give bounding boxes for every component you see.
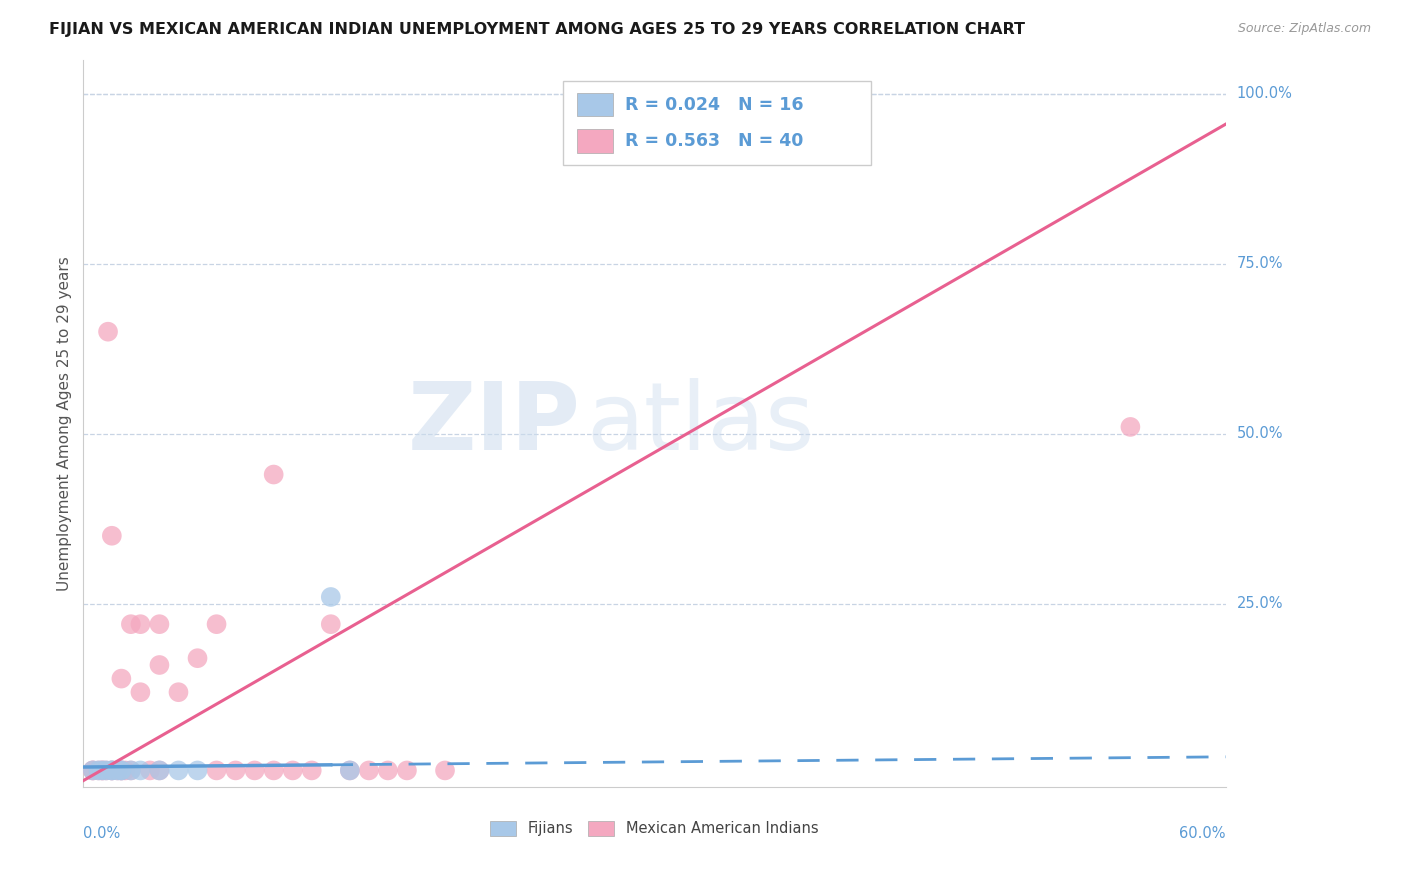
Point — [377, 764, 399, 778]
Point — [148, 764, 170, 778]
Point — [225, 764, 247, 778]
Text: R = 0.563   N = 40: R = 0.563 N = 40 — [624, 132, 803, 150]
Point — [339, 764, 361, 778]
Y-axis label: Unemployment Among Ages 25 to 29 years: Unemployment Among Ages 25 to 29 years — [58, 256, 72, 591]
Point — [101, 764, 124, 778]
Point — [301, 764, 323, 778]
Point — [434, 764, 457, 778]
Point — [120, 617, 142, 632]
Text: 25.0%: 25.0% — [1237, 596, 1284, 611]
Point — [91, 764, 114, 778]
Point — [114, 764, 136, 778]
Text: FIJIAN VS MEXICAN AMERICAN INDIAN UNEMPLOYMENT AMONG AGES 25 TO 29 YEARS CORRELA: FIJIAN VS MEXICAN AMERICAN INDIAN UNEMPL… — [49, 22, 1025, 37]
Point — [101, 529, 124, 543]
Point — [1119, 420, 1142, 434]
Point — [186, 651, 208, 665]
Point — [110, 672, 132, 686]
Point — [87, 764, 110, 778]
Point — [281, 764, 304, 778]
Point — [82, 764, 104, 778]
Point — [110, 764, 132, 778]
Point — [263, 764, 285, 778]
Text: 100.0%: 100.0% — [1237, 87, 1292, 101]
Point — [107, 764, 129, 778]
Point — [319, 590, 342, 604]
Point — [319, 617, 342, 632]
Point — [91, 764, 114, 778]
Point — [87, 764, 110, 778]
Legend: Fijians, Mexican American Indians: Fijians, Mexican American Indians — [484, 815, 824, 842]
Point — [167, 685, 190, 699]
Point — [120, 764, 142, 778]
Point — [148, 617, 170, 632]
Text: 0.0%: 0.0% — [83, 826, 121, 841]
Point — [120, 764, 142, 778]
Text: Source: ZipAtlas.com: Source: ZipAtlas.com — [1237, 22, 1371, 36]
Point — [395, 764, 418, 778]
Text: 50.0%: 50.0% — [1237, 426, 1284, 442]
Text: R = 0.024   N = 16: R = 0.024 N = 16 — [624, 95, 803, 113]
Point — [94, 764, 117, 778]
Bar — [576, 129, 613, 153]
Point — [110, 764, 132, 778]
Point — [97, 325, 120, 339]
Point — [101, 764, 124, 778]
Point — [94, 764, 117, 778]
Point — [263, 467, 285, 482]
Text: atlas: atlas — [586, 377, 814, 469]
Text: 60.0%: 60.0% — [1180, 826, 1226, 841]
Point — [357, 764, 380, 778]
Point — [101, 764, 124, 778]
Point — [167, 764, 190, 778]
Point — [139, 764, 162, 778]
Text: 75.0%: 75.0% — [1237, 256, 1284, 271]
Point — [110, 764, 132, 778]
Point — [110, 764, 132, 778]
Point — [129, 617, 152, 632]
Point — [101, 764, 124, 778]
Point — [129, 764, 152, 778]
Point — [243, 764, 266, 778]
Point — [205, 764, 228, 778]
Point — [107, 764, 129, 778]
FancyBboxPatch shape — [562, 81, 872, 165]
Point — [186, 764, 208, 778]
Point — [339, 764, 361, 778]
Point — [148, 658, 170, 673]
Point — [82, 764, 104, 778]
Text: ZIP: ZIP — [408, 377, 581, 469]
Point — [129, 685, 152, 699]
Point — [82, 764, 104, 778]
Point — [148, 764, 170, 778]
Point — [91, 764, 114, 778]
Point — [205, 617, 228, 632]
Bar — [576, 93, 613, 116]
